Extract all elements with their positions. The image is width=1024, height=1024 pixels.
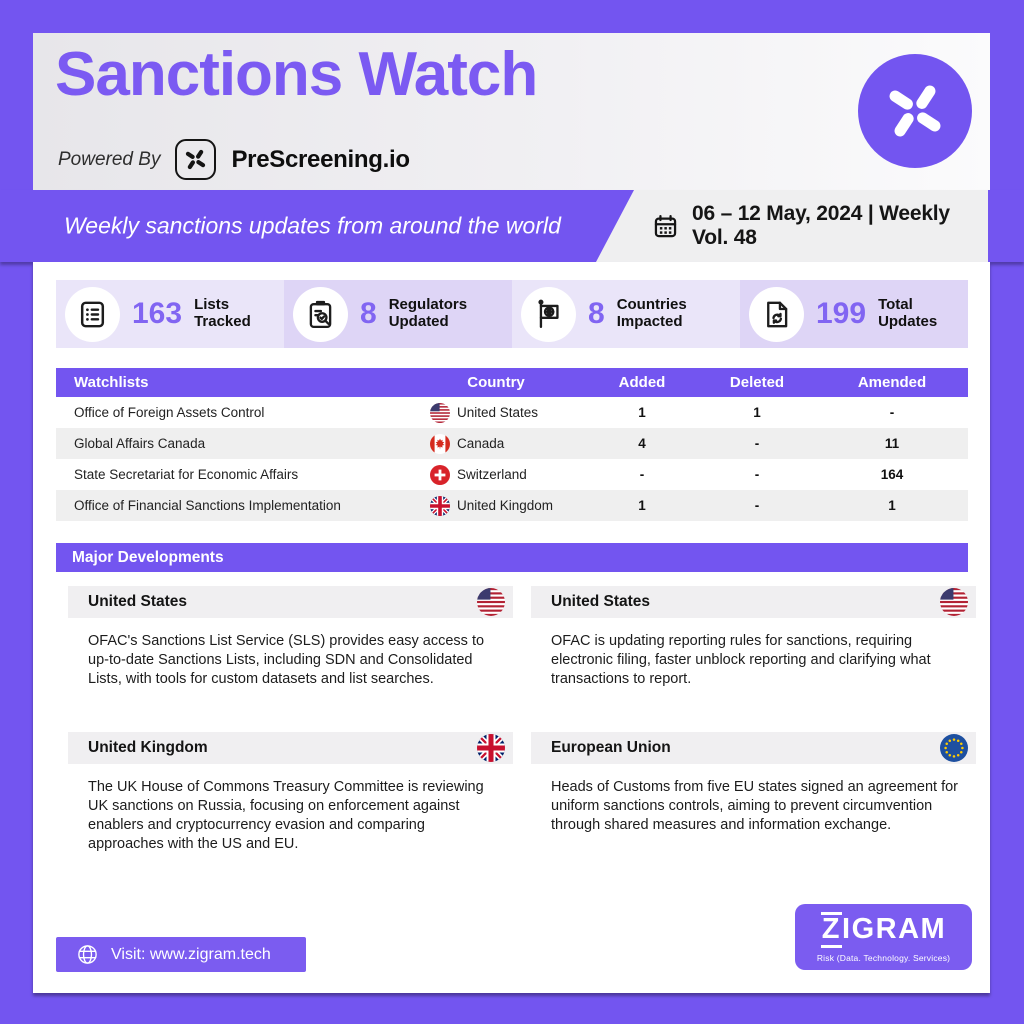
amended-count: -: [889, 405, 895, 420]
subtitle-banner: Weekly sanctions updates from around the…: [0, 190, 1024, 262]
deleted-count: -: [754, 436, 760, 451]
development-card: European Union Heads of Customs from fiv…: [531, 732, 976, 878]
brand-name: PreScreening.io: [231, 145, 410, 173]
powered-by-row: Powered By PreScreening.io: [58, 139, 410, 180]
prescreening-logo: [175, 139, 217, 180]
powered-by-label: Powered By: [58, 148, 161, 170]
stat-value: 199: [816, 297, 867, 330]
amended-count: 164: [880, 467, 904, 482]
table-row: Office of Foreign Assets Control United …: [56, 397, 968, 428]
united-kingdom-flag-icon: [430, 495, 450, 516]
stat-label: Countries Impacted: [616, 296, 687, 330]
calendar-icon: [652, 213, 679, 240]
date-panel: 06 – 12 May, 2024 | Weekly Vol. 48: [596, 190, 988, 262]
country-name: Canada: [457, 436, 505, 451]
section-title: Major Developments: [72, 548, 224, 566]
zigram-logo-rest: IGRAM: [842, 912, 947, 945]
switzerland-flag-icon: [430, 464, 450, 485]
stat-value: 8: [360, 297, 377, 330]
added-count: -: [639, 467, 645, 482]
zigram-logo: ZIGRAM Risk (Data. Technology. Services): [795, 904, 972, 970]
stat-lists-tracked: 163 Lists Tracked: [56, 280, 284, 348]
stat-value: 8: [588, 297, 605, 330]
deleted-count: -: [754, 467, 760, 482]
canada-flag-icon: [430, 433, 450, 454]
globe-icon: [77, 944, 98, 965]
added-count: 1: [638, 405, 646, 420]
development-card: United States OFAC's Sanctions List Serv…: [68, 586, 513, 732]
stat-total-updates: 199 Total Updates: [740, 280, 968, 348]
regulators-icon: [304, 298, 337, 331]
countries-icon: [532, 298, 565, 331]
watchlist-name: Office of Foreign Assets Control: [74, 405, 265, 420]
united-states-flag-icon: [430, 402, 450, 423]
card-text: The UK House of Commons Treasury Committ…: [88, 779, 484, 853]
deleted-count: 1: [753, 405, 761, 420]
visit-label: Visit: www.zigram.tech: [111, 945, 271, 963]
watchlists-table: Watchlists Country Added Deleted Amended…: [56, 368, 968, 521]
zigram-tagline: Risk (Data. Technology. Services): [816, 952, 951, 963]
table-header-row: Watchlists Country Added Deleted Amended: [56, 368, 968, 397]
stats-row: 163 Lists Tracked 8 Regulators Updated 8…: [56, 280, 968, 348]
stat-value: 163: [132, 297, 183, 330]
united-kingdom-flag-icon: [477, 734, 505, 762]
pinwheel-icon: [882, 78, 948, 144]
watchlist-name: Office of Financial Sanctions Implementa…: [74, 498, 341, 513]
added-count: 1: [638, 498, 646, 513]
card-text: OFAC is updating reporting rules for san…: [551, 633, 931, 688]
col-header-added: Added: [586, 368, 698, 397]
card-country: United States: [88, 593, 188, 610]
page-title: Sanctions Watch: [55, 40, 538, 109]
country-name: United Kingdom: [457, 498, 554, 513]
card-text: Heads of Customs from five EU states sig…: [551, 779, 958, 834]
stat-label: Regulators Updated: [388, 296, 468, 330]
stat-countries-impacted: 8 Countries Impacted: [512, 280, 740, 348]
added-count: 4: [638, 436, 646, 451]
amended-count: 1: [888, 498, 896, 513]
card-country: United Kingdom: [88, 739, 208, 756]
stat-label: Lists Tracked: [194, 296, 251, 330]
issue-date: 06 – 12 May, 2024 | Weekly Vol. 48: [692, 202, 950, 249]
stat-regulators-updated: 8 Regulators Updated: [284, 280, 512, 348]
header: Sanctions Watch Powered By PreScreening.…: [33, 33, 990, 190]
watchlist-name: Global Affairs Canada: [74, 436, 206, 451]
pinwheel-icon: [183, 147, 208, 172]
table-row: Global Affairs Canada Canada 4 - 11: [56, 428, 968, 459]
stat-label: Total Updates: [878, 296, 938, 330]
zigram-logo-z: Z: [820, 911, 843, 948]
lists-icon: [76, 298, 109, 331]
table-row: State Secretariat for Economic Affairs S…: [56, 459, 968, 490]
developments-grid: United States OFAC's Sanctions List Serv…: [68, 586, 976, 878]
card-country: European Union: [551, 739, 671, 756]
united-states-flag-icon: [940, 588, 968, 616]
col-header-watchlists: Watchlists: [56, 368, 406, 397]
development-card: United Kingdom The UK House of Commons T…: [68, 732, 513, 878]
tagline: Weekly sanctions updates from around the…: [64, 212, 561, 239]
united-states-flag-icon: [477, 588, 505, 616]
col-header-country: Country: [406, 368, 586, 397]
content-panel: 163 Lists Tracked 8 Regulators Updated 8…: [33, 262, 990, 993]
col-header-deleted: Deleted: [698, 368, 816, 397]
updates-icon: [760, 298, 793, 331]
table-row: Office of Financial Sanctions Implementa…: [56, 490, 968, 521]
card-text: OFAC's Sanctions List Service (SLS) prov…: [88, 633, 485, 688]
col-header-amended: Amended: [816, 368, 968, 397]
visit-website-button[interactable]: Visit: www.zigram.tech: [56, 937, 306, 972]
amended-count: 11: [884, 436, 900, 451]
deleted-count: -: [754, 498, 760, 513]
development-card: United States OFAC is updating reporting…: [531, 586, 976, 732]
card-country: United States: [551, 593, 651, 610]
country-name: Switzerland: [457, 467, 527, 482]
zigram-emblem: [858, 54, 972, 168]
watchlist-name: State Secretariat for Economic Affairs: [74, 467, 299, 482]
country-name: United States: [457, 405, 539, 420]
major-developments-banner: Major Developments: [56, 543, 968, 572]
european-union-flag-icon: [940, 734, 968, 762]
